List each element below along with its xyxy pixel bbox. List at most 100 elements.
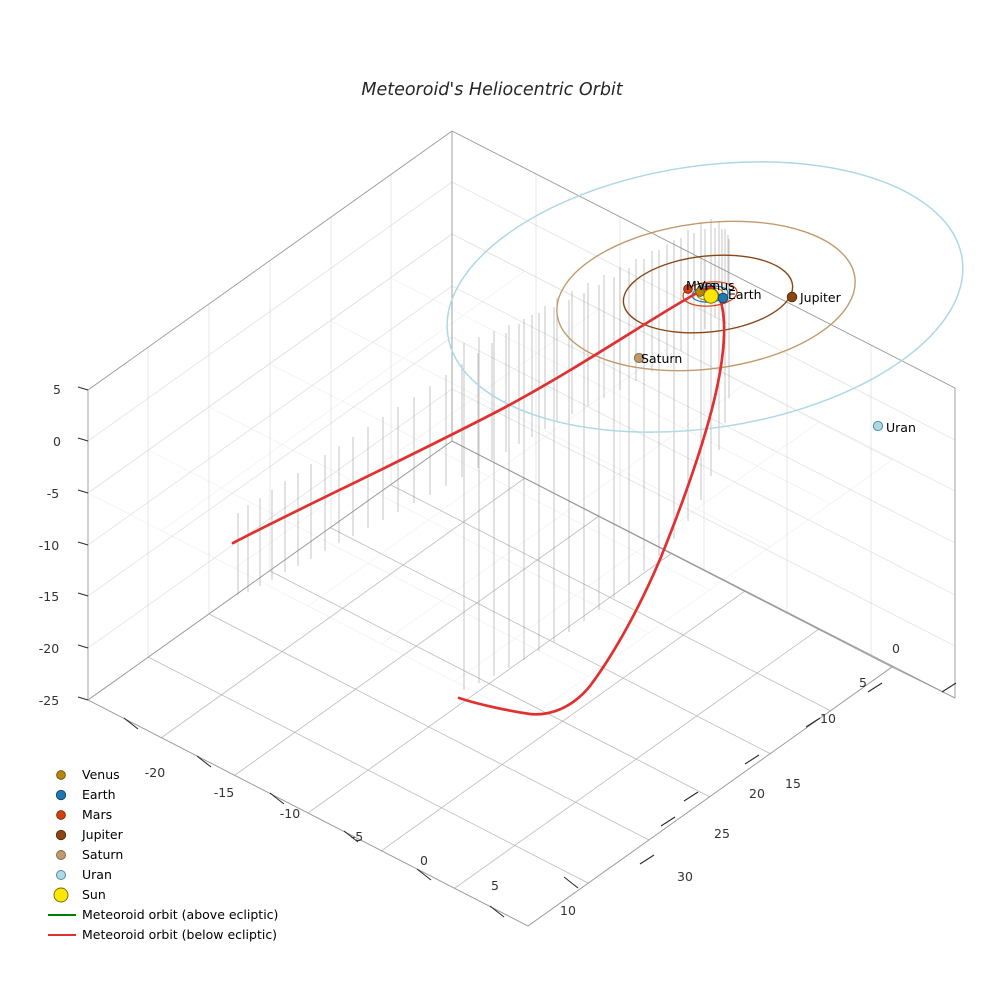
y-tick-label: 10 [820,711,836,726]
venus-marker[interactable] [695,287,705,297]
jupiter-label: Jupiter [799,290,842,305]
sun-marker[interactable] [703,288,719,304]
z-axis: 5 0 -5 -10 -15 -20 [39,382,89,708]
legend-item-uran[interactable]: Uran [56,867,112,882]
x-tick-label: 0 [420,853,428,868]
pane-floor [87,440,893,927]
pane-left-wall [87,130,453,701]
legend-marker-uran [56,870,66,880]
trajectory-below-ecliptic-path [231,286,726,716]
body-jupiter[interactable]: Jupiter [786,290,842,305]
x-tick-group-2: -10 [269,792,300,821]
legend-label-mars: Mars [82,807,112,822]
body-sun[interactable] [703,288,719,304]
x-tick-group-6: 10 [560,876,579,918]
legend-marker-jupiter [55,829,67,841]
legend-item-venus[interactable]: Venus [56,767,120,782]
legend-item-sun[interactable]: Sun [53,887,106,903]
x-tick-group-3: -5 [343,829,363,844]
body-saturn[interactable]: Saturn [633,351,682,366]
legend-label-jupiter: Jupiter [81,827,124,842]
legend-marker-sun [53,887,69,903]
legend-label-earth: Earth [82,787,116,802]
legend-item-orbit-below[interactable]: Meteoroid orbit (below ecliptic) [48,927,277,942]
x-tick-group-5: 5 [489,878,505,918]
z-tick-label: -10 [39,538,59,553]
orbit-saturn [556,220,856,372]
saturn-marker[interactable] [633,352,645,364]
legend-item-mars[interactable]: Mars [56,807,113,822]
y-tick-label: 25 [714,826,730,841]
venus-label: Venus [697,278,735,293]
legend-item-saturn[interactable]: Saturn [56,847,124,862]
legend-item-earth[interactable]: Earth [55,787,116,802]
z-tick-group-2: -5 [47,486,89,501]
orbit-ellipses [446,161,964,433]
orbit-mars [682,281,738,307]
y-tick-group-1: 5 [859,675,883,693]
x-tick-label: -15 [214,785,234,800]
y-tick-label: 30 [677,869,693,884]
legend-marker-venus [56,770,66,780]
pane-ecliptic [87,233,893,720]
legend-label-sun: Sun [82,887,106,902]
meteoroid-trajectory-below [231,286,726,716]
uran-marker[interactable] [872,420,884,432]
body-venus[interactable]: Venus [695,278,735,297]
legend-label-saturn: Saturn [82,847,123,862]
z-tick-label: -20 [39,641,59,656]
z-tick-label: 0 [53,434,61,449]
box-edges [87,130,956,927]
y-tick-group-3: 15 [744,754,801,791]
y-tick-label: 5 [859,675,867,690]
y-tick-group-0: 0 [892,641,957,693]
x-tick-group-1: -15 [196,755,234,800]
z-tick-group-5: -20 [39,641,89,656]
body-uran[interactable]: Uran [872,420,916,435]
y-tick-group-2: 10 [805,711,836,728]
earth-label: Earth [728,287,762,302]
body-earth[interactable]: Earth [717,287,762,304]
page-title: Meteoroid's Heliocentric Orbit [361,80,623,100]
jupiter-marker[interactable] [786,291,798,303]
z-tick-group-1: 0 [53,434,89,449]
y-tick-group-4: 20 [683,786,765,802]
legend-item-orbit-above[interactable]: Meteoroid orbit (above ecliptic) [48,907,278,922]
x-tick-label: 10 [560,903,576,918]
y-tick-label: 0 [892,641,900,656]
z-tick-group-3: -10 [39,538,89,553]
x-tick-group-4: 0 [416,853,432,881]
legend-label-above-ecliptic: Meteoroid orbit (above ecliptic) [82,907,278,922]
earth-marker[interactable] [717,292,729,304]
orbit-jupiter [622,254,794,334]
y-axis: 0 5 10 15 20 25 [639,641,957,884]
uran-label: Uran [886,420,916,435]
x-tick-label: -5 [351,829,363,844]
z-tick-group-4: -15 [39,589,89,604]
saturn-label: Saturn [641,351,682,366]
legend-marker-mars [56,810,66,820]
z-tick-group-6: -25 [39,693,89,708]
legend-label-uran: Uran [82,867,112,882]
pane-right-wall [451,130,956,699]
celestial-bodies: Saturn Uran Jupiter Mars Venus [633,278,916,435]
x-axis: -20 -15 -10 -5 0 5 [123,717,579,918]
legend-marker-earth [55,789,67,801]
z-tick-label: -5 [47,486,59,501]
y-tick-label: 20 [749,786,765,801]
x-tick-label: 5 [491,878,499,893]
y-tick-group-5: 25 [660,816,730,841]
legend-marker-saturn [56,850,66,860]
mars-marker[interactable] [683,284,693,294]
legend: Venus Earth Mars Jupiter Saturn Uran [48,767,278,942]
z-tick-group-0: 5 [53,382,89,397]
trajectory-stems [237,219,730,690]
x-tick-label: -20 [145,765,165,780]
legend-item-jupiter[interactable]: Jupiter [55,827,124,842]
orbit-uran [446,161,964,433]
y-tick-label: 15 [785,776,801,791]
y-tick-group-6: 30 [639,854,693,884]
legend-label-below-ecliptic: Meteoroid orbit (below ecliptic) [82,927,277,942]
